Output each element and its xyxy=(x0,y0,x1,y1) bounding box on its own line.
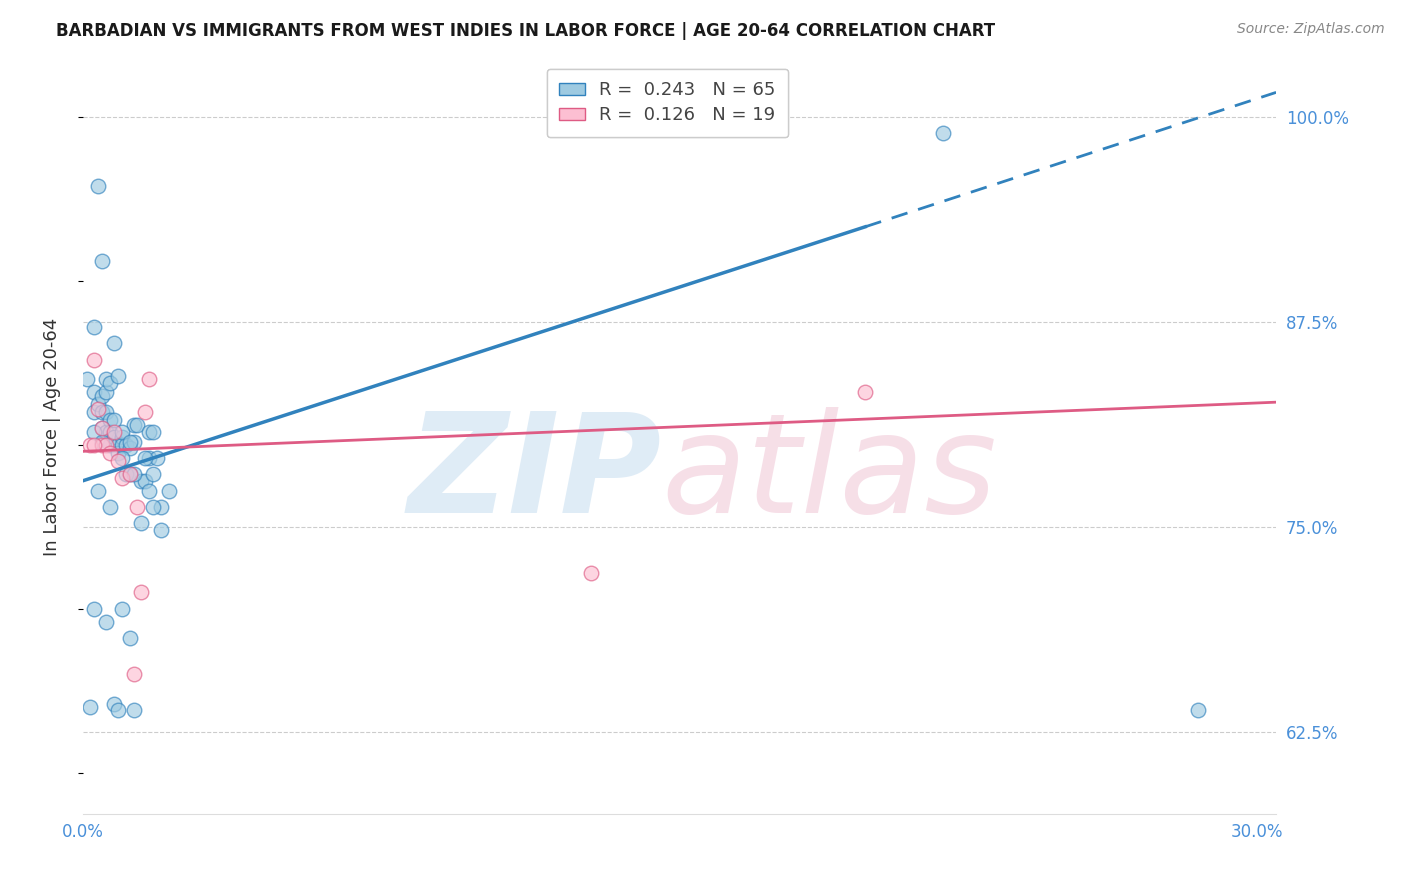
Point xyxy=(111,470,134,484)
Point xyxy=(91,438,114,452)
Point xyxy=(107,368,129,383)
Point xyxy=(122,434,145,449)
Point xyxy=(111,601,134,615)
Point xyxy=(103,336,125,351)
Point xyxy=(87,178,110,193)
Point xyxy=(138,425,160,439)
Point xyxy=(127,418,149,433)
Point xyxy=(94,405,117,419)
Point xyxy=(94,385,117,400)
Point xyxy=(131,585,153,599)
Point xyxy=(149,500,172,514)
Point xyxy=(87,397,110,411)
Point xyxy=(107,454,129,468)
Point xyxy=(581,566,603,580)
Point xyxy=(98,446,121,460)
Point xyxy=(103,413,125,427)
Point xyxy=(932,127,955,141)
Point xyxy=(107,438,129,452)
Point xyxy=(157,483,180,498)
Point xyxy=(122,418,145,433)
Point xyxy=(111,450,134,465)
Point xyxy=(98,500,121,514)
Point xyxy=(94,372,117,386)
Point xyxy=(118,631,141,645)
Point xyxy=(91,254,114,268)
Point xyxy=(76,372,98,386)
Point xyxy=(83,319,105,334)
Point xyxy=(107,703,129,717)
Point xyxy=(98,425,121,439)
Point xyxy=(98,438,121,452)
Text: atlas: atlas xyxy=(661,407,997,541)
Point xyxy=(122,667,145,681)
Point xyxy=(138,372,160,386)
Legend: R =  0.243   N = 65, R =  0.126   N = 19: R = 0.243 N = 65, R = 0.126 N = 19 xyxy=(547,69,789,137)
Point xyxy=(149,523,172,537)
Point xyxy=(83,601,105,615)
Point xyxy=(118,467,141,482)
Point xyxy=(83,438,105,452)
Point xyxy=(127,500,149,514)
Point xyxy=(94,425,117,439)
Point xyxy=(83,385,105,400)
Point xyxy=(142,425,165,439)
Point xyxy=(134,450,156,465)
Point xyxy=(131,516,153,531)
Point xyxy=(118,467,141,482)
Point xyxy=(122,467,145,482)
Point xyxy=(91,421,114,435)
Point xyxy=(1187,703,1209,717)
Point xyxy=(111,438,134,452)
Point xyxy=(94,615,117,629)
Point xyxy=(107,446,129,460)
Point xyxy=(134,405,156,419)
Point xyxy=(91,389,114,403)
Point xyxy=(111,425,134,439)
Point xyxy=(146,450,169,465)
Point xyxy=(91,421,114,435)
Point xyxy=(103,429,125,443)
Point xyxy=(83,352,105,367)
Point xyxy=(114,438,136,452)
Point xyxy=(91,405,114,419)
Point xyxy=(87,483,110,498)
Point xyxy=(114,467,136,482)
Text: ZIP: ZIP xyxy=(408,407,661,541)
Point xyxy=(142,467,165,482)
Y-axis label: In Labor Force | Age 20-64: In Labor Force | Age 20-64 xyxy=(44,318,60,556)
Point xyxy=(138,450,160,465)
Point xyxy=(134,474,156,488)
Point xyxy=(853,385,876,400)
Point xyxy=(94,438,117,452)
Point xyxy=(138,483,160,498)
Point xyxy=(79,700,101,714)
Point xyxy=(103,697,125,711)
Point xyxy=(91,434,114,449)
Point xyxy=(87,401,110,416)
Text: BARBADIAN VS IMMIGRANTS FROM WEST INDIES IN LABOR FORCE | AGE 20-64 CORRELATION : BARBADIAN VS IMMIGRANTS FROM WEST INDIES… xyxy=(56,22,995,40)
Point xyxy=(131,474,153,488)
Point xyxy=(118,441,141,455)
Point xyxy=(79,438,101,452)
Point xyxy=(103,425,125,439)
Point xyxy=(111,429,134,443)
Point xyxy=(98,376,121,390)
Point xyxy=(98,413,121,427)
Point xyxy=(118,434,141,449)
Point xyxy=(142,500,165,514)
Point xyxy=(122,703,145,717)
Point xyxy=(83,425,105,439)
Text: Source: ZipAtlas.com: Source: ZipAtlas.com xyxy=(1237,22,1385,37)
Point xyxy=(83,405,105,419)
